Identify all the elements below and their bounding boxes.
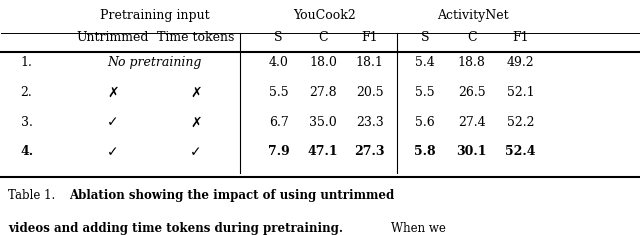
Text: 47.1: 47.1 (308, 145, 339, 158)
Text: When we: When we (391, 222, 445, 235)
Text: Time tokens: Time tokens (157, 31, 234, 44)
Text: ✗: ✗ (107, 86, 118, 100)
Text: ✓: ✓ (107, 145, 118, 159)
Text: 5.6: 5.6 (415, 116, 435, 129)
Text: videos and adding time tokens during pretraining.: videos and adding time tokens during pre… (8, 222, 343, 235)
Text: 27.8: 27.8 (309, 86, 337, 99)
Text: 18.1: 18.1 (356, 56, 383, 69)
Text: 4.: 4. (20, 145, 34, 158)
Text: 52.1: 52.1 (507, 86, 534, 99)
Text: 35.0: 35.0 (309, 116, 337, 129)
Text: No pretraining: No pretraining (107, 56, 202, 69)
Text: S: S (421, 31, 429, 44)
Text: 1.: 1. (20, 56, 33, 69)
Text: 2.: 2. (20, 86, 32, 99)
Text: ✓: ✓ (190, 145, 202, 159)
Text: ✓: ✓ (107, 116, 118, 130)
Text: 49.2: 49.2 (507, 56, 534, 69)
Text: F1: F1 (362, 31, 378, 44)
Text: Untrimmed: Untrimmed (77, 31, 149, 44)
Text: YouCook2: YouCook2 (292, 9, 355, 22)
Text: 20.5: 20.5 (356, 86, 383, 99)
Text: 27.3: 27.3 (355, 145, 385, 158)
Text: 5.5: 5.5 (415, 86, 435, 99)
Text: 18.8: 18.8 (458, 56, 486, 69)
Text: Ablation showing the impact of using untrimmed: Ablation showing the impact of using unt… (69, 189, 394, 202)
Text: 5.8: 5.8 (414, 145, 436, 158)
Text: 30.1: 30.1 (456, 145, 487, 158)
Text: 52.4: 52.4 (506, 145, 536, 158)
Text: 23.3: 23.3 (356, 116, 383, 129)
Text: C: C (467, 31, 476, 44)
Text: 3.: 3. (20, 116, 33, 129)
Text: 52.2: 52.2 (507, 116, 534, 129)
Text: 27.4: 27.4 (458, 116, 486, 129)
Text: F1: F1 (513, 31, 529, 44)
Text: 4.0: 4.0 (269, 56, 289, 69)
Text: 26.5: 26.5 (458, 86, 486, 99)
Text: ✗: ✗ (190, 116, 202, 130)
Text: Pretraining input: Pretraining input (99, 9, 209, 22)
Text: 5.4: 5.4 (415, 56, 435, 69)
Text: S: S (275, 31, 283, 44)
Text: 5.5: 5.5 (269, 86, 289, 99)
Text: 6.7: 6.7 (269, 116, 289, 129)
Text: C: C (318, 31, 328, 44)
Text: 18.0: 18.0 (309, 56, 337, 69)
Text: 7.9: 7.9 (268, 145, 289, 158)
Text: ActivityNet: ActivityNet (437, 9, 509, 22)
Text: ✗: ✗ (190, 86, 202, 100)
Text: Table 1.: Table 1. (8, 189, 55, 202)
